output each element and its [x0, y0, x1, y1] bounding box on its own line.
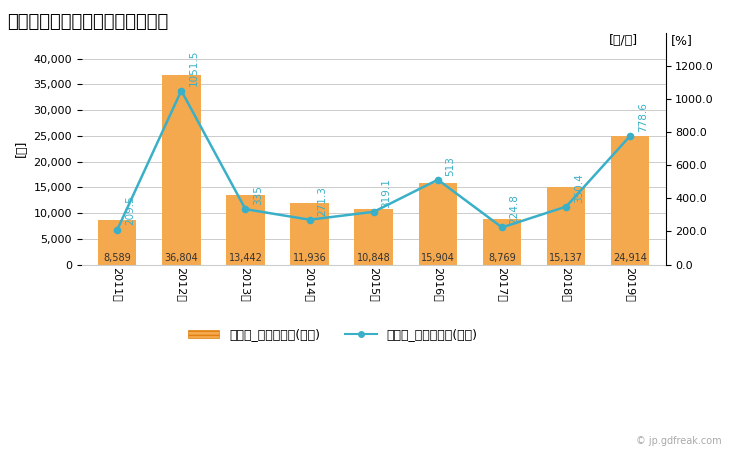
Bar [98, 220, 136, 265]
Text: 209.5: 209.5 [125, 195, 135, 225]
Bar [611, 136, 650, 265]
Bar [290, 203, 329, 265]
Bar [354, 209, 393, 265]
Bar [418, 183, 457, 265]
Text: 10,848: 10,848 [356, 253, 391, 263]
Legend: 産業用_床面積合計(左軸), 産業用_平均床面積(右軸): 産業用_床面積合計(左軸), 産業用_平均床面積(右軸) [183, 324, 483, 347]
Text: 15,137: 15,137 [549, 253, 583, 263]
Text: 513: 513 [445, 156, 456, 176]
Text: © jp.gdfreak.com: © jp.gdfreak.com [636, 436, 722, 446]
Bar [547, 187, 585, 265]
Text: 11,936: 11,936 [293, 253, 327, 263]
Y-axis label: [㎡]: [㎡] [15, 140, 28, 157]
Text: 36,804: 36,804 [165, 253, 198, 263]
Text: 24,914: 24,914 [613, 253, 647, 263]
Text: 319.1: 319.1 [381, 179, 391, 208]
Text: 13,442: 13,442 [228, 253, 262, 263]
Text: 1051.5: 1051.5 [189, 50, 199, 86]
Text: 335: 335 [253, 185, 263, 205]
Text: 15,904: 15,904 [421, 253, 455, 263]
Bar [226, 195, 265, 265]
Text: 224.8: 224.8 [510, 194, 520, 224]
Text: 8,589: 8,589 [104, 253, 131, 263]
Text: 産業用建築物の床面積合計の推移: 産業用建築物の床面積合計の推移 [7, 14, 168, 32]
Text: 8,769: 8,769 [488, 253, 516, 263]
Text: [%]: [%] [671, 34, 693, 47]
Text: 350.4: 350.4 [574, 174, 584, 203]
Text: [㎡/棟]: [㎡/棟] [609, 34, 638, 47]
Text: 271.3: 271.3 [317, 186, 327, 216]
Bar [483, 220, 521, 265]
Bar [162, 75, 200, 265]
Text: 778.6: 778.6 [638, 102, 648, 132]
